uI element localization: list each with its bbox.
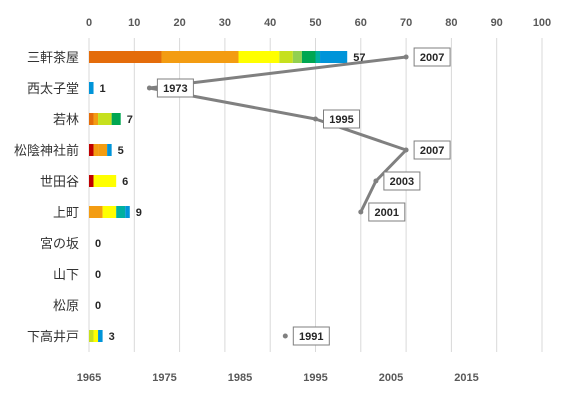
bar-segment bbox=[98, 144, 108, 156]
bar-segment bbox=[301, 51, 316, 63]
bottom-axis-ticks: 1965 1975 1985 1995 2005 2015 bbox=[77, 372, 479, 384]
bottom-tick-label: 2005 bbox=[379, 372, 403, 384]
top-tick-label: 20 bbox=[173, 17, 185, 29]
year-callouts: 2007 1973 1995 2007 2003 2001 1991 bbox=[156, 47, 451, 346]
category-label: 上町 bbox=[53, 206, 79, 221]
callout-box bbox=[156, 78, 194, 98]
value-label: 6 bbox=[122, 176, 128, 188]
callout-box bbox=[292, 326, 330, 346]
bar-segment bbox=[98, 330, 103, 342]
year-point bbox=[146, 85, 152, 91]
category-label: 下高井戸 bbox=[27, 329, 79, 345]
bottom-tick-label: 1985 bbox=[228, 372, 252, 384]
top-tick-label: 70 bbox=[400, 17, 412, 29]
bar-segment bbox=[93, 175, 117, 187]
bar-segment bbox=[111, 113, 121, 125]
value-label: 0 bbox=[95, 269, 101, 281]
bottom-tick-label: 1995 bbox=[303, 372, 327, 384]
year-callout: 1973 bbox=[156, 78, 194, 98]
bar-segment bbox=[279, 51, 293, 63]
callout-label: 1995 bbox=[329, 114, 353, 126]
year-callout: 2003 bbox=[383, 171, 421, 191]
bar-segment bbox=[93, 144, 99, 156]
value-label: 5 bbox=[118, 145, 124, 157]
bar-segment bbox=[93, 113, 99, 125]
year-point bbox=[313, 116, 318, 122]
top-tick-label: 40 bbox=[264, 17, 276, 29]
year-point bbox=[403, 147, 409, 153]
year-callout: 2007 bbox=[413, 47, 451, 67]
category-label: 山下 bbox=[53, 268, 79, 283]
bottom-tick-label: 1975 bbox=[152, 372, 176, 384]
bar-segment bbox=[102, 206, 117, 218]
callout-label: 1973 bbox=[163, 83, 187, 95]
top-tick-label: 0 bbox=[86, 17, 92, 29]
category-label: 世田谷 bbox=[40, 175, 79, 190]
callout-box bbox=[383, 171, 421, 191]
callout-box bbox=[323, 109, 360, 129]
year-callout: 2007 bbox=[413, 140, 451, 160]
callout-box bbox=[413, 47, 451, 67]
top-tick-label: 80 bbox=[445, 17, 457, 29]
bar-segment bbox=[89, 113, 94, 125]
value-label: 0 bbox=[95, 300, 101, 312]
bar-segment bbox=[315, 51, 321, 63]
bar-segment bbox=[89, 82, 94, 94]
callout-label: 2007 bbox=[420, 145, 444, 157]
top-tick-label: 50 bbox=[309, 17, 321, 29]
bar-segment bbox=[89, 144, 94, 156]
bar-segment bbox=[116, 206, 126, 218]
top-tick-label: 100 bbox=[533, 17, 551, 29]
value-label: 3 bbox=[109, 331, 115, 343]
value-label: 9 bbox=[136, 207, 142, 219]
value-label: 7 bbox=[127, 114, 133, 126]
bar-segment bbox=[320, 51, 348, 63]
bar-segment bbox=[161, 51, 239, 63]
year-callout: 1995 bbox=[323, 109, 360, 129]
category-label: 宮の坂 bbox=[40, 236, 79, 252]
callout-box bbox=[413, 140, 451, 160]
top-tick-label: 30 bbox=[219, 17, 231, 29]
callout-label: 2003 bbox=[390, 176, 414, 188]
top-tick-label: 60 bbox=[355, 17, 367, 29]
callout-label: 1991 bbox=[299, 331, 323, 343]
top-tick-label: 90 bbox=[491, 17, 503, 29]
year-point bbox=[403, 54, 409, 60]
year-point bbox=[282, 333, 288, 339]
bar-segment bbox=[89, 206, 103, 218]
top-tick-label: 10 bbox=[128, 17, 140, 29]
bar-segment bbox=[89, 330, 94, 342]
category-label: 若林 bbox=[53, 112, 79, 128]
value-label: 0 bbox=[95, 238, 101, 250]
callout-box bbox=[368, 202, 406, 222]
bars bbox=[89, 51, 348, 342]
year-point bbox=[373, 178, 379, 184]
top-axis-ticks: 0 10 20 30 40 50 60 70 80 90 100 bbox=[86, 17, 551, 29]
value-label: 1 bbox=[100, 83, 106, 95]
callout-label: 2001 bbox=[375, 207, 399, 219]
bar-segment bbox=[89, 175, 94, 187]
category-label: 松陰神社前 bbox=[14, 143, 79, 159]
category-label: 松原 bbox=[53, 299, 79, 314]
bar-segment bbox=[125, 206, 130, 218]
bar-segment bbox=[292, 51, 302, 63]
year-point bbox=[358, 209, 364, 215]
bar-segment bbox=[89, 51, 162, 63]
category-label: 西太子堂 bbox=[27, 82, 79, 97]
bar-segment bbox=[98, 113, 112, 125]
bar-segment bbox=[107, 144, 112, 156]
callout-label: 2007 bbox=[420, 52, 444, 64]
bar-segment bbox=[93, 330, 99, 342]
category-label: 三軒茶屋 bbox=[27, 50, 79, 66]
year-callout: 2001 bbox=[368, 202, 406, 222]
year-callout: 1991 bbox=[292, 326, 330, 346]
bottom-tick-label: 1965 bbox=[77, 372, 101, 384]
bar-segment bbox=[238, 51, 280, 63]
bottom-tick-label: 2015 bbox=[454, 372, 478, 384]
